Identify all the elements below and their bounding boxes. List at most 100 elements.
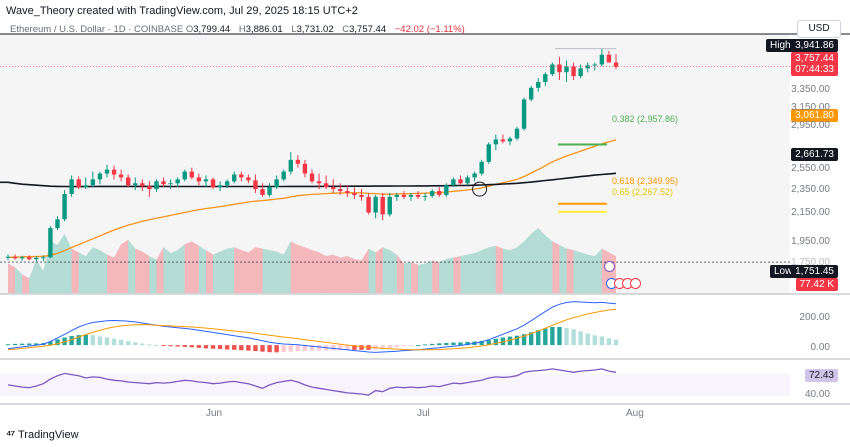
candle-body — [41, 257, 46, 259]
volume-area-segment — [121, 239, 129, 293]
macd-histogram-bar — [111, 338, 117, 346]
macd-histogram-bar — [140, 343, 145, 346]
candle-body — [246, 177, 251, 181]
rsi-line — [7, 368, 617, 396]
macd-histogram-bar — [352, 345, 357, 350]
candle-body — [578, 68, 583, 77]
high-value: 3,886.01 — [245, 24, 283, 35]
volume-area-segment — [312, 250, 320, 293]
ema-line — [7, 139, 617, 258]
macd-histogram-bar — [578, 331, 583, 346]
event-dividend-icon[interactable] — [604, 261, 615, 272]
volume-area-segment — [453, 256, 461, 293]
candle-body — [267, 187, 272, 195]
macd-histogram-bar — [267, 345, 272, 353]
macd-histogram-bar — [274, 345, 279, 353]
volume-area-segment — [439, 259, 447, 293]
candle-body — [387, 196, 392, 215]
rsi-tick: 40.00 — [804, 389, 830, 400]
candle-body — [472, 173, 477, 178]
volume-area-segment — [340, 256, 348, 293]
candle-body — [161, 181, 166, 185]
macd-histogram-bar — [394, 345, 400, 348]
candle-body — [168, 183, 173, 185]
candle-body — [444, 185, 449, 195]
macd-histogram-bar — [550, 327, 555, 346]
sma-line — [7, 172, 617, 188]
candle-body — [599, 54, 605, 65]
macd-histogram-bar — [76, 335, 81, 346]
macd-histogram-bar — [415, 345, 421, 347]
candle-body — [585, 65, 590, 69]
candle-body — [19, 257, 25, 259]
volume-area-segment — [170, 250, 178, 293]
ema-price-tag: 3,061.80 — [791, 109, 838, 122]
candle-body — [557, 64, 562, 73]
volume-area-segment — [566, 248, 574, 293]
candle-body — [401, 194, 407, 197]
rsi-value-tag: 72.43 — [804, 369, 838, 382]
sma-price-tag: 2,661.73 — [791, 148, 838, 161]
volume-area-segment — [538, 228, 546, 293]
candle-body — [338, 189, 343, 192]
tradingview-brand[interactable]: ⁴⁷ TradingView — [6, 429, 79, 441]
volume-area-segment — [15, 267, 23, 293]
volume-area-segment — [269, 250, 277, 293]
volume-area-segment — [227, 247, 235, 293]
candle-body — [458, 179, 463, 184]
macd-histogram-bar — [345, 345, 350, 350]
price-pane-bg — [0, 34, 790, 294]
volume-area-segment — [481, 247, 489, 293]
currency-button[interactable]: USD — [797, 20, 841, 38]
macd-histogram-bar — [125, 341, 131, 346]
price-tick: 3,150.00 — [791, 102, 830, 113]
open-value: 3,799.44 — [193, 24, 231, 35]
current-price-tag: 3,757.44 — [791, 52, 838, 65]
candle-body — [210, 179, 216, 188]
volume-area-segment — [78, 252, 86, 293]
change-value: −42.02 (−1.11%) — [394, 24, 465, 35]
candle-body — [543, 74, 548, 82]
candle-body — [366, 196, 371, 213]
candle-body — [352, 193, 357, 195]
macd-histogram-bar — [55, 339, 60, 346]
macd-histogram-bar — [309, 345, 315, 351]
price-tick: 1,950.00 — [791, 236, 830, 247]
event-earnings-icon[interactable] — [630, 278, 641, 289]
macd-histogram-bar — [189, 345, 195, 348]
volume-area-segment — [205, 250, 214, 293]
macd-histogram-bar — [479, 340, 484, 346]
candle-body — [606, 54, 612, 63]
macd-histogram-bar — [288, 345, 293, 352]
macd-histogram-bar — [239, 345, 244, 351]
volume-area-segment — [241, 250, 249, 293]
macd-histogram-bar — [401, 345, 407, 347]
volume-area-segment — [361, 248, 369, 293]
low-price-tag: 1,751.45 — [791, 265, 838, 278]
macd-histogram-bar — [571, 329, 576, 346]
candle-body — [500, 139, 506, 142]
symbol-label[interactable]: Ethereum / U.S. Dollar · 1D · COINBASE — [10, 24, 184, 35]
volume-area-segment — [114, 244, 122, 293]
candle-body — [203, 179, 209, 182]
brand-text: TradingView — [17, 429, 79, 441]
volume-area-segment — [559, 244, 567, 293]
macd-histogram-bar — [422, 344, 428, 346]
macd-histogram-bar — [161, 345, 166, 347]
candle-body — [97, 173, 103, 180]
volume-area-segment — [382, 247, 390, 293]
macd-histogram-bar — [557, 327, 562, 346]
macd-histogram-bar — [536, 330, 541, 346]
ohlc-legend: Ethereum / U.S. Dollar · 1D · COINBASE O… — [10, 24, 465, 35]
volume-area-segment — [403, 261, 411, 293]
candle-body — [550, 64, 555, 75]
volume-area-segment — [502, 248, 510, 293]
macd-histogram-bar — [281, 345, 286, 353]
volume-area-segment — [149, 256, 157, 293]
candle-body — [316, 181, 322, 184]
fib-65-label: 0.65 (2,267.52) — [612, 187, 674, 197]
macd-histogram-bar — [316, 345, 322, 351]
volume-area-segment — [220, 248, 228, 293]
candle-body — [331, 187, 336, 190]
